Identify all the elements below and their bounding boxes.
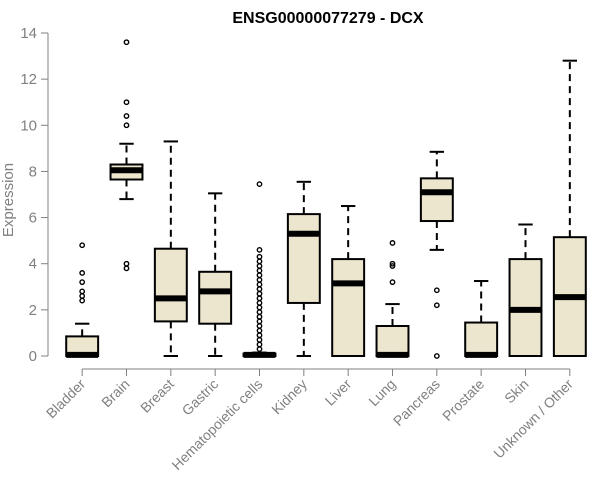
outlier-point	[389, 279, 396, 286]
outlier-point	[433, 353, 440, 359]
outlier-point	[256, 318, 263, 325]
box-pancreas	[419, 150, 454, 359]
outlier-point	[123, 265, 130, 272]
outlier-point	[256, 263, 263, 269]
box-body	[375, 325, 410, 357]
box-brain	[109, 39, 144, 272]
box-liver	[331, 205, 366, 358]
chart-title: ENSG00000077279 - DCX	[232, 10, 424, 27]
outlier-point	[256, 286, 263, 292]
y-tick-label: 4	[29, 256, 37, 273]
y-tick-label: 12	[20, 71, 37, 88]
y-axis: 0 2 4 6 8 10 12 14	[20, 25, 49, 365]
outlier-point	[256, 309, 263, 316]
outlier-point	[256, 323, 263, 329]
outlier-point	[256, 300, 263, 306]
x-tick-label: Skin	[501, 376, 532, 407]
box-kidney	[286, 180, 321, 357]
x-tick-label: Prostate	[439, 376, 487, 424]
y-axis-label: Expression	[0, 163, 17, 237]
box-body	[153, 247, 188, 323]
outlier-point	[433, 302, 440, 309]
outlier-point	[256, 246, 263, 253]
y-tick-label: 6	[29, 210, 37, 227]
outlier-point	[256, 290, 263, 297]
box-body	[331, 258, 366, 358]
box-body	[419, 177, 454, 223]
x-tick-label: Bladder	[43, 376, 89, 422]
box-body	[286, 213, 321, 304]
outlier-point	[256, 253, 263, 260]
y-tick-label: 8	[29, 163, 37, 180]
outlier-point	[433, 287, 440, 294]
outlier-point	[123, 39, 130, 46]
x-tick-label: Lung	[365, 376, 398, 409]
outlier-point	[79, 279, 86, 286]
box-skin	[508, 223, 543, 358]
outlier-point	[256, 304, 263, 311]
box-bladder	[65, 242, 100, 358]
outlier-point	[389, 260, 396, 267]
box-gastric	[198, 192, 233, 357]
box-breast	[153, 140, 188, 357]
x-tick-label: Gastric	[179, 376, 222, 419]
x-tick-label: Liver	[322, 376, 355, 409]
y-tick-label: 0	[29, 348, 37, 365]
outlier-point	[79, 288, 86, 295]
outlier-point	[123, 99, 130, 106]
x-tick-label: Brain	[98, 376, 132, 410]
outlier-point	[256, 346, 263, 352]
outlier-point	[256, 313, 263, 320]
box-hematopoietic-cells	[242, 181, 277, 358]
outlier-point	[389, 263, 396, 269]
box-prostate	[464, 280, 499, 358]
outlier-point	[79, 297, 86, 304]
outlier-point	[256, 332, 263, 339]
outlier-point	[123, 113, 130, 119]
outlier-point	[79, 293, 86, 299]
outlier-point	[256, 276, 263, 283]
outlier-point	[256, 295, 263, 302]
outlier-point	[123, 122, 130, 129]
outlier-point	[256, 272, 263, 279]
outlier-point	[389, 240, 396, 246]
y-tick-label: 10	[20, 117, 37, 134]
boxes-group	[65, 39, 587, 359]
y-tick-label: 2	[29, 302, 37, 319]
x-tick-label: Breast	[137, 376, 177, 416]
outlier-point	[256, 267, 263, 274]
x-tick-label: Pancreas	[390, 376, 443, 429]
outlier-point	[79, 242, 86, 249]
box-body	[464, 321, 499, 357]
box-body	[198, 270, 233, 325]
box-lung	[375, 240, 410, 358]
outlier-point	[256, 281, 263, 288]
outlier-point	[256, 336, 263, 343]
outlier-point	[123, 260, 130, 267]
outlier-point	[256, 258, 263, 265]
x-tick-label: Unknown / Other	[490, 376, 576, 462]
outlier-point	[79, 270, 86, 276]
y-tick-label: 14	[20, 25, 37, 42]
outlier-point	[256, 327, 263, 334]
outlier-point	[256, 341, 263, 348]
outlier-point	[256, 181, 263, 188]
box-unknown-other	[552, 59, 587, 357]
x-tick-label: Kidney	[268, 376, 310, 418]
